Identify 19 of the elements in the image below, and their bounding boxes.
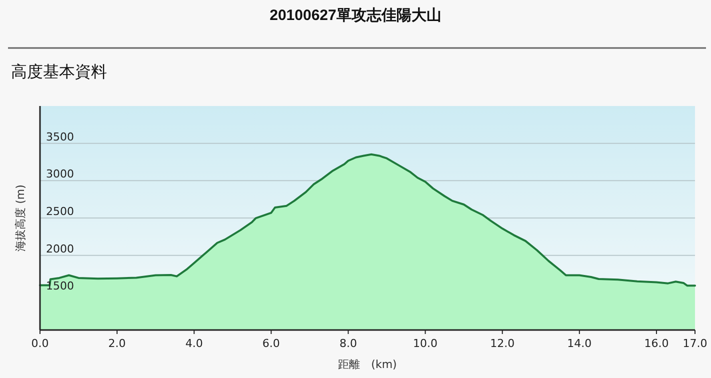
x-tick-label: 10.0 — [413, 337, 438, 350]
y-tick-label: 2000 — [46, 242, 74, 256]
x-tick-label: 17.0 — [682, 337, 708, 350]
x-tick-label: 8.0 — [339, 337, 357, 350]
x-tick-label: 12.0 — [490, 337, 515, 350]
chart-subtitle: 高度基本資料 — [11, 62, 107, 81]
x-axis-title: 距離 (km) — [338, 358, 397, 371]
x-tick-label: 0.0 — [31, 337, 49, 350]
x-tick-label: 14.0 — [567, 337, 592, 350]
x-tick-label: 16.0 — [644, 337, 669, 350]
y-tick-label: 3500 — [46, 130, 74, 144]
x-tick-label: 4.0 — [185, 337, 203, 350]
chart-title: 20100627單攻志佳陽大山 — [270, 7, 442, 24]
y-tick-label: 1500 — [46, 280, 74, 293]
y-tick-label: 2500 — [46, 205, 74, 218]
x-tick-label: 6.0 — [262, 337, 280, 350]
x-tick-label: 2.0 — [108, 337, 126, 350]
y-tick-label: 3000 — [46, 168, 74, 181]
y-axis-title: 海拔高度 (m) — [14, 184, 27, 252]
